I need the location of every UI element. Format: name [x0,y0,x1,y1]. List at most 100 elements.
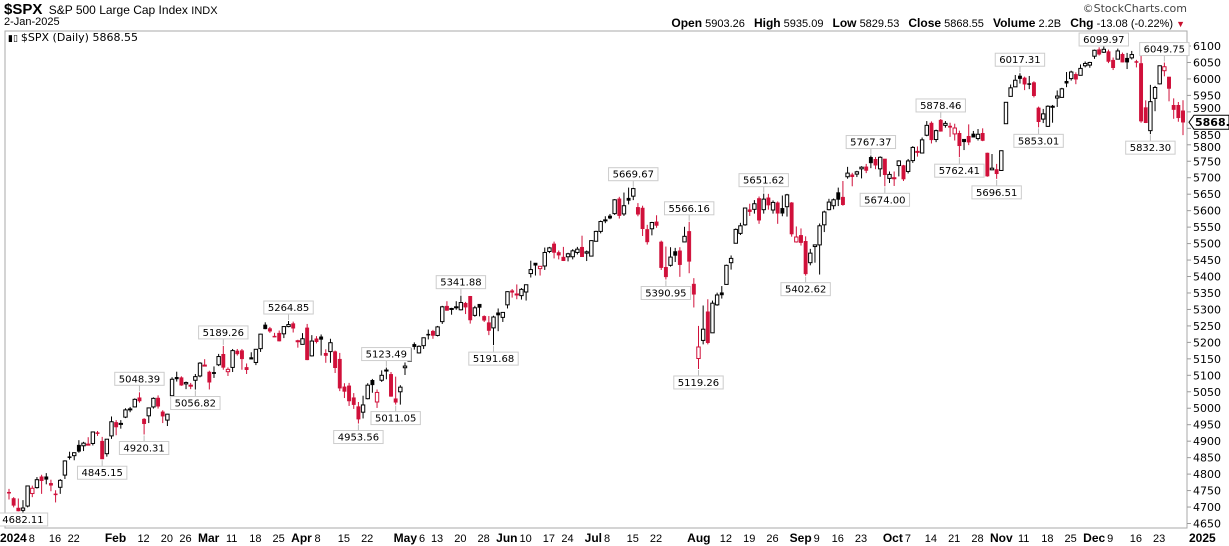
candle [948,122,953,137]
candle-body [621,205,627,215]
candle [379,370,384,382]
annotation-label: 5853.01 [1018,136,1059,147]
candle-body [510,290,515,293]
candle [384,367,389,380]
candle [1101,46,1107,53]
candle-body [975,133,981,140]
candle [81,441,86,452]
candle-body [90,431,96,444]
price-annotation: 5011.05 [370,405,421,426]
y-tick-label: 5950 [1193,89,1221,102]
annotation-box [468,351,519,366]
annotation-box [170,396,221,411]
candle-body [1181,110,1185,123]
security-name: S&P 500 Large Cap Index [48,3,188,17]
y-tick-label: 6050 [1193,56,1221,69]
candle-body [514,293,520,296]
candle-body [919,139,925,154]
candle-body [608,215,612,219]
candle-body [454,306,459,309]
candle-body [854,171,860,175]
candle-body [342,386,347,392]
candle [165,413,170,427]
candle [468,295,473,324]
annotation-label: 4682.11 [2,515,43,526]
candle-body [295,340,301,343]
x-tick-label: 15 [338,533,350,545]
candle [156,395,161,409]
candle-body [980,133,985,141]
y-tick-label: 5400 [1193,271,1221,284]
candle-body [929,122,934,141]
candle-body [142,418,147,424]
candle [757,196,762,224]
candle-body [677,250,682,265]
candle [142,418,147,435]
annotation-label: 5696.51 [976,188,1017,199]
y-tick-label: 4750 [1193,485,1221,498]
candle [374,389,380,408]
candle [738,222,743,236]
volume-value: 2.2B [1038,18,1062,30]
candle [370,378,375,393]
y-tick-label: 5200 [1193,336,1221,349]
annotation-label: 4953.56 [338,433,379,444]
x-tick-label: 28 [971,533,983,545]
x-tick-label: 25 [1065,533,1077,545]
candle [705,299,710,345]
candle [305,323,310,361]
candle-body [733,228,738,244]
candle-body [757,198,762,221]
candle [575,246,580,255]
candle [1055,90,1060,107]
candle-body [687,231,692,262]
x-tick-label: 8 [604,533,610,545]
candle-body [840,196,845,205]
candle [393,376,398,405]
candle-body [1008,87,1013,97]
annotation-box [1125,140,1176,155]
price-annotation: 5651.62 [738,173,789,193]
candle-body [1027,83,1032,85]
candle [631,187,636,201]
candle [1115,48,1120,60]
candle [598,220,603,234]
candle [197,362,203,378]
candle-body [165,413,170,421]
candle [552,241,557,259]
candle [491,315,496,346]
x-tick-label: Jul [585,531,602,545]
candle [859,166,864,179]
candle-body [300,338,305,345]
candle-body [556,252,561,256]
low-value: 5829.53 [859,18,900,30]
price-annotation: 4953.56 [333,424,384,445]
candle-body [1059,88,1065,98]
candle-body [589,240,594,257]
x-tick-label: 26 [179,533,191,545]
candle-body [565,253,571,258]
candle-body [1050,105,1055,108]
x-tick-label: Aug [687,531,710,545]
x-tick-label: 13 [431,533,443,545]
x-tick-label: 16 [832,533,844,545]
candle [728,255,734,270]
candle-body [100,440,105,460]
candle-body [933,130,939,141]
price-annotation: 4920.31 [118,435,170,455]
candle-body [127,408,133,411]
candle [109,416,114,439]
x-tick-label: 8 [314,533,320,545]
candle [11,497,16,508]
candle-body [291,323,296,329]
x-tick-label: 16 [1130,533,1142,545]
candle-body [179,377,184,386]
annotation-label: 5264.85 [268,303,309,314]
candle [887,171,892,183]
candle [430,329,435,339]
candle [868,155,873,169]
candle [673,247,678,263]
annotation-box [114,371,165,386]
candle [1157,65,1162,85]
x-tick-label: 10 [520,533,532,545]
